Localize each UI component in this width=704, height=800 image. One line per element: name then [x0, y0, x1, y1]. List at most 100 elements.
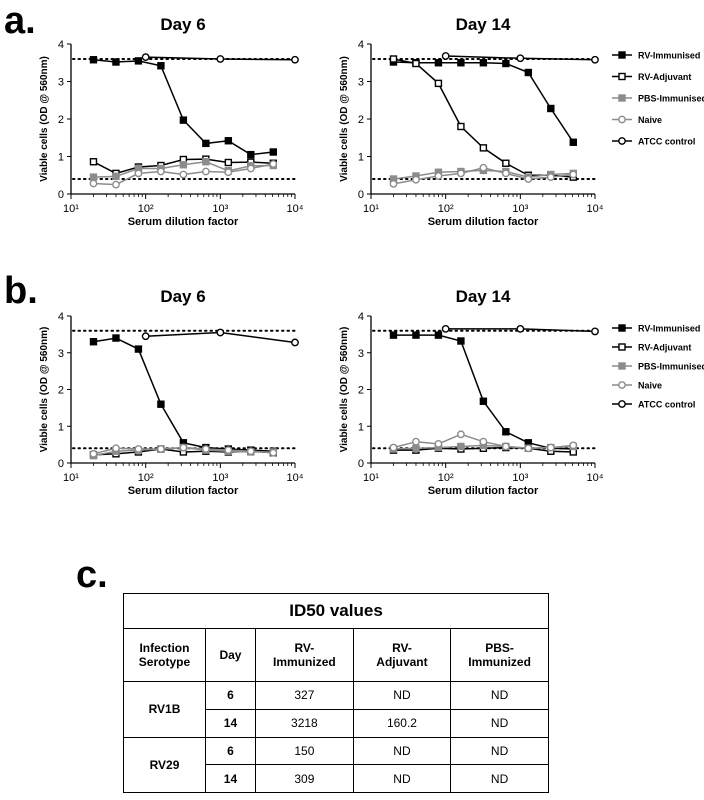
- legend-marker: [618, 51, 626, 59]
- y-tick-label: 3: [358, 348, 364, 360]
- data-point: [441, 52, 450, 60]
- legend-marker: [618, 115, 626, 124]
- y-tick-label: 3: [58, 348, 64, 360]
- y-tick-label: 0: [58, 458, 64, 470]
- y-tick-label: 1: [358, 421, 364, 433]
- x-axis-label: Serum dilution factor: [128, 216, 239, 228]
- chart-title: Day 6: [160, 287, 205, 306]
- x-tick-label: 10³: [212, 472, 228, 484]
- day-cell: 14: [204, 764, 256, 793]
- data-point: [501, 442, 510, 451]
- data-point: [569, 170, 578, 179]
- panel-letter-c: c.: [76, 554, 108, 596]
- data-point: [179, 161, 188, 169]
- panel-letter-a: a.: [4, 0, 36, 42]
- data-point: [157, 62, 165, 70]
- data-point: [502, 59, 510, 68]
- data-point: [434, 172, 443, 180]
- x-tick-label: 10³: [512, 203, 528, 215]
- serotype-rv29: RV29: [123, 736, 206, 793]
- value-cell: ND: [352, 681, 452, 710]
- x-tick-label: 10¹: [363, 472, 379, 484]
- x-tick-label: 10³: [212, 203, 228, 215]
- y-tick-label: 0: [58, 189, 64, 201]
- data-point: [224, 137, 233, 145]
- legend-label: Naive: [638, 381, 662, 391]
- panel-letter-b: b.: [4, 270, 38, 312]
- day-cell: 14: [204, 708, 256, 738]
- data-point: [179, 116, 188, 124]
- data-point: [524, 175, 533, 183]
- data-point: [457, 337, 465, 345]
- y-axis-label: Viable cells (OD @ 560nm): [339, 327, 350, 453]
- value-cell: ND: [450, 681, 549, 710]
- y-tick-label: 4: [58, 311, 64, 323]
- data-point: [457, 430, 465, 439]
- data-point: [412, 437, 420, 446]
- legend-marker: [618, 381, 626, 389]
- data-point: [247, 150, 255, 159]
- data-point: [141, 332, 150, 341]
- data-point: [412, 175, 420, 184]
- y-tick-label: 0: [358, 189, 364, 201]
- series-line: [93, 337, 274, 452]
- data-point: [434, 331, 443, 339]
- x-tick-label: 10⁴: [587, 203, 604, 215]
- data-point: [434, 59, 443, 67]
- serotype-rv1b: RV1B: [123, 681, 206, 738]
- y-tick-label: 1: [58, 152, 64, 164]
- chart-title: Day 14: [456, 287, 511, 306]
- y-tick-label: 2: [358, 385, 364, 397]
- data-point: [434, 439, 443, 448]
- data-point: [389, 179, 398, 188]
- legend-label: ATCC control: [638, 400, 695, 410]
- y-tick-label: 0: [358, 458, 364, 470]
- data-point: [457, 59, 465, 67]
- data-point: [546, 443, 555, 452]
- data-point: [112, 180, 120, 189]
- data-point: [516, 54, 525, 63]
- data-point: [112, 58, 120, 66]
- value-cell: ND: [352, 764, 452, 793]
- y-axis-label: Viable cells (OD @ 560nm): [39, 56, 50, 182]
- y-tick-label: 1: [358, 152, 364, 164]
- data-point: [179, 170, 188, 179]
- data-point: [591, 327, 599, 336]
- y-tick-label: 3: [58, 77, 64, 89]
- data-point: [224, 168, 233, 177]
- data-point: [157, 400, 165, 408]
- data-point: [112, 444, 120, 453]
- series-line: [393, 58, 574, 178]
- data-point: [269, 148, 277, 156]
- chart-title: Day 6: [160, 15, 205, 34]
- data-point: [89, 173, 98, 181]
- data-point: [89, 449, 98, 458]
- data-point: [457, 122, 465, 131]
- data-point: [291, 55, 299, 64]
- value-cell: ND: [450, 736, 549, 766]
- x-tick-label: 10²: [438, 203, 454, 215]
- x-axis-label: Serum dilution factor: [128, 485, 239, 497]
- data-point: [389, 443, 398, 452]
- data-point: [216, 55, 225, 63]
- data-point: [134, 345, 143, 353]
- data-point: [134, 445, 143, 453]
- y-tick-label: 4: [358, 39, 364, 51]
- data-point: [157, 445, 165, 453]
- y-tick-label: 4: [358, 311, 364, 323]
- day-cell: 6: [204, 736, 256, 766]
- data-point: [112, 334, 120, 342]
- legend-label: RV-Adjuvant: [638, 343, 691, 353]
- data-point: [457, 442, 465, 451]
- legend-marker: [618, 400, 626, 408]
- data-point: [179, 443, 188, 452]
- value-cell: ND: [450, 764, 549, 793]
- legend-label: PBS-Immunised: [638, 94, 704, 104]
- data-point: [546, 173, 555, 182]
- data-point: [224, 446, 233, 455]
- header-day: Day: [204, 628, 256, 682]
- y-tick-label: 3: [358, 77, 364, 89]
- data-point: [479, 59, 488, 67]
- data-point: [201, 445, 210, 453]
- legend-marker: [618, 324, 626, 332]
